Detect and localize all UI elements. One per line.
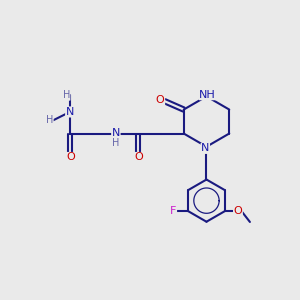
Text: O: O	[66, 152, 75, 163]
Text: O: O	[234, 206, 242, 216]
Text: N: N	[66, 107, 74, 117]
Text: O: O	[134, 152, 143, 163]
Text: H: H	[46, 115, 53, 125]
Text: F: F	[170, 206, 176, 216]
Text: NH: NH	[199, 90, 216, 100]
Text: H: H	[63, 90, 70, 100]
Text: H: H	[112, 138, 120, 148]
Text: N: N	[112, 128, 120, 138]
Text: N: N	[201, 143, 209, 153]
Text: O: O	[156, 95, 165, 105]
